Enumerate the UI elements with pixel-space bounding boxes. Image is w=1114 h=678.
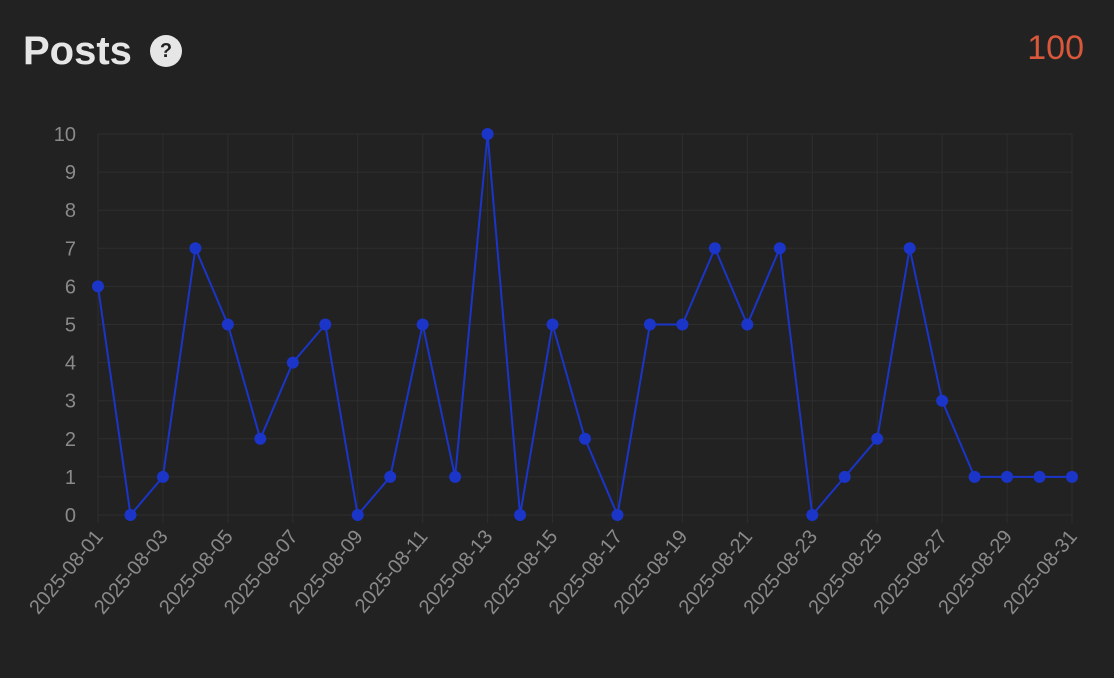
data-point[interactable] — [449, 470, 462, 483]
data-point[interactable] — [838, 470, 851, 483]
data-point[interactable] — [741, 318, 754, 331]
data-point[interactable] — [124, 509, 137, 521]
data-point[interactable] — [611, 509, 624, 521]
y-tick-label: 6 — [65, 276, 76, 298]
y-tick-label: 10 — [54, 124, 76, 146]
data-point[interactable] — [968, 470, 981, 483]
data-point[interactable] — [1066, 470, 1078, 483]
y-tick-label: 8 — [65, 200, 76, 222]
y-tick-label: 9 — [65, 162, 76, 184]
data-point[interactable] — [676, 318, 689, 331]
y-tick-label: 3 — [65, 391, 76, 413]
data-point[interactable] — [384, 470, 397, 483]
data-point[interactable] — [1033, 470, 1046, 483]
y-tick-label: 7 — [65, 238, 76, 260]
data-point[interactable] — [936, 394, 949, 407]
chart-series — [92, 128, 1078, 521]
data-point[interactable] — [871, 432, 884, 445]
data-point[interactable] — [806, 509, 819, 521]
x-axis: 2025-08-012025-08-032025-08-052025-08-07… — [25, 526, 1082, 619]
data-point[interactable] — [156, 470, 169, 483]
card-title: Posts — [23, 29, 132, 73]
data-point[interactable] — [319, 318, 332, 331]
data-point[interactable] — [351, 509, 364, 521]
data-point[interactable] — [643, 318, 656, 331]
data-point[interactable] — [481, 128, 494, 140]
data-point[interactable] — [416, 318, 429, 331]
data-point[interactable] — [773, 242, 786, 255]
data-point[interactable] — [1001, 470, 1014, 483]
data-point[interactable] — [579, 432, 591, 445]
data-point[interactable] — [903, 242, 916, 255]
data-point[interactable] — [514, 509, 527, 521]
data-point[interactable] — [546, 318, 559, 331]
data-point[interactable] — [189, 242, 202, 255]
data-point[interactable] — [286, 356, 299, 369]
data-point[interactable] — [92, 280, 104, 293]
y-tick-label: 4 — [65, 353, 76, 375]
help-icon[interactable]: ? — [149, 35, 182, 67]
y-tick-label: 1 — [65, 467, 76, 489]
total-count: 100 — [1027, 29, 1084, 67]
data-point[interactable] — [254, 432, 267, 445]
y-axis: 0 1 2 3 4 5 6 7 8 9 10 — [54, 124, 76, 527]
y-tick-label: 0 — [65, 505, 76, 527]
data-point[interactable] — [221, 318, 234, 331]
y-tick-label: 2 — [65, 429, 76, 451]
data-point[interactable] — [708, 242, 721, 255]
card-header: Posts ? — [23, 28, 182, 74]
y-tick-label: 5 — [65, 315, 76, 337]
